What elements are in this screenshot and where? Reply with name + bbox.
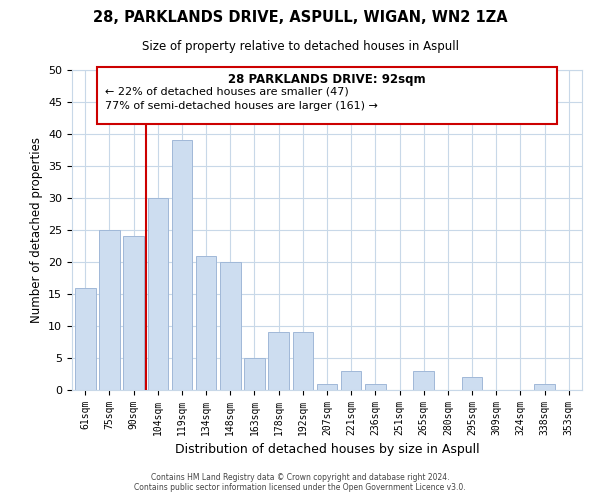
Y-axis label: Number of detached properties: Number of detached properties — [29, 137, 43, 323]
X-axis label: Distribution of detached houses by size in Aspull: Distribution of detached houses by size … — [175, 444, 479, 456]
Bar — [365, 384, 386, 390]
Bar — [148, 198, 168, 390]
Bar — [244, 358, 265, 390]
Text: Size of property relative to detached houses in Aspull: Size of property relative to detached ho… — [142, 40, 458, 53]
Text: 28, PARKLANDS DRIVE, ASPULL, WIGAN, WN2 1ZA: 28, PARKLANDS DRIVE, ASPULL, WIGAN, WN2 … — [92, 10, 508, 25]
Bar — [75, 288, 95, 390]
Bar — [268, 332, 289, 390]
Bar — [97, 67, 557, 124]
Text: ← 22% of detached houses are smaller (47): ← 22% of detached houses are smaller (47… — [104, 86, 349, 96]
Bar — [413, 371, 434, 390]
Text: Contains HM Land Registry data © Crown copyright and database right 2024.: Contains HM Land Registry data © Crown c… — [151, 474, 449, 482]
Bar — [317, 384, 337, 390]
Text: Contains public sector information licensed under the Open Government Licence v3: Contains public sector information licen… — [134, 484, 466, 492]
Text: 77% of semi-detached houses are larger (161) →: 77% of semi-detached houses are larger (… — [104, 100, 377, 110]
Bar — [293, 332, 313, 390]
Text: 28 PARKLANDS DRIVE: 92sqm: 28 PARKLANDS DRIVE: 92sqm — [228, 73, 426, 86]
Bar — [220, 262, 241, 390]
Bar — [172, 140, 192, 390]
Bar — [534, 384, 555, 390]
Bar — [196, 256, 217, 390]
Bar — [99, 230, 120, 390]
Bar — [124, 236, 144, 390]
Bar — [341, 371, 361, 390]
Bar — [462, 377, 482, 390]
